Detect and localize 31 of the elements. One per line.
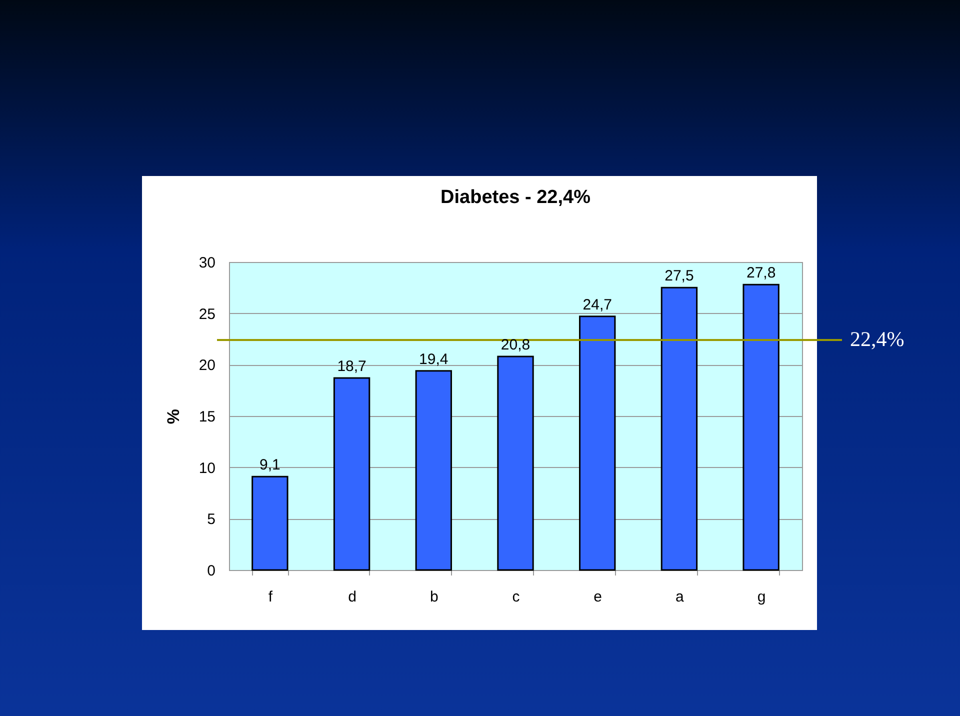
bar: [497, 356, 534, 571]
y-axis-title: %: [164, 408, 183, 424]
y-tick-label: 0: [207, 562, 216, 580]
y-tick-label: 25: [198, 306, 216, 323]
data-label: 27,5: [664, 268, 694, 285]
bar: [252, 476, 288, 571]
x-tick-label: b: [430, 588, 438, 606]
bar: [579, 316, 616, 571]
data-label: 24,7: [582, 296, 612, 314]
x-tick-label: d: [348, 588, 356, 606]
x-tick-label: c: [512, 588, 520, 606]
data-label: 19,4: [419, 350, 448, 368]
x-tick-label: g: [757, 588, 766, 606]
x-tick-label: f: [268, 588, 274, 606]
chart-title: Diabetes - 22,4%: [440, 187, 591, 208]
bar: [415, 370, 452, 571]
ref-line-label: 22,4%: [850, 327, 904, 352]
data-label: 27,8: [746, 264, 776, 282]
x-tick-label: e: [594, 588, 602, 606]
y-tick-label: 5: [207, 511, 216, 528]
bar: [333, 377, 370, 571]
bar: [660, 286, 698, 571]
y-tick-label: 30: [198, 254, 216, 272]
x-tick-label: a: [676, 588, 685, 606]
y-tick-label: 15: [198, 408, 216, 426]
data-label: 9,1: [260, 456, 280, 474]
data-label: 18,7: [337, 358, 366, 376]
y-tick-label: 20: [198, 357, 216, 374]
data-label: 20,8: [500, 336, 530, 354]
bar: [742, 284, 780, 571]
y-tick-label: 10: [198, 460, 216, 477]
